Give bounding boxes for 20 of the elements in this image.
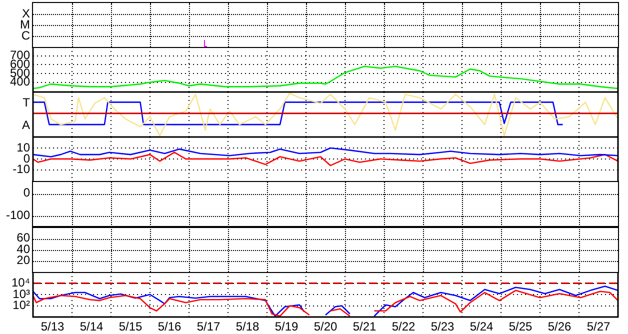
x-tick-label: 5/26: [548, 320, 572, 334]
x-tick-label: 5/13: [40, 320, 64, 334]
text: A: [22, 118, 30, 132]
text: 20: [16, 253, 30, 268]
text: T: [22, 96, 31, 110]
x-tick-label: 5/25: [508, 320, 532, 334]
y-tick-label: 10²: [12, 298, 30, 312]
x-tick-label: 5/21: [352, 320, 376, 334]
x-tick-label: 5/15: [118, 320, 142, 334]
x-tick-label: 5/17: [196, 320, 220, 334]
x-tick-label: 5/16: [158, 320, 182, 334]
x-tick-label: 5/22: [392, 320, 416, 334]
x-tick-label: 5/24: [470, 320, 494, 334]
x-tick-label: 5/18: [236, 320, 260, 334]
x-tick-label: 5/27: [586, 320, 610, 334]
x-tick-label: 5/19: [274, 320, 298, 334]
x-tick-label: 5/20: [314, 320, 338, 334]
text: -100: [6, 208, 30, 222]
x-tick-label: 5/14: [80, 320, 104, 334]
x-tick-label: 5/23: [430, 320, 454, 334]
